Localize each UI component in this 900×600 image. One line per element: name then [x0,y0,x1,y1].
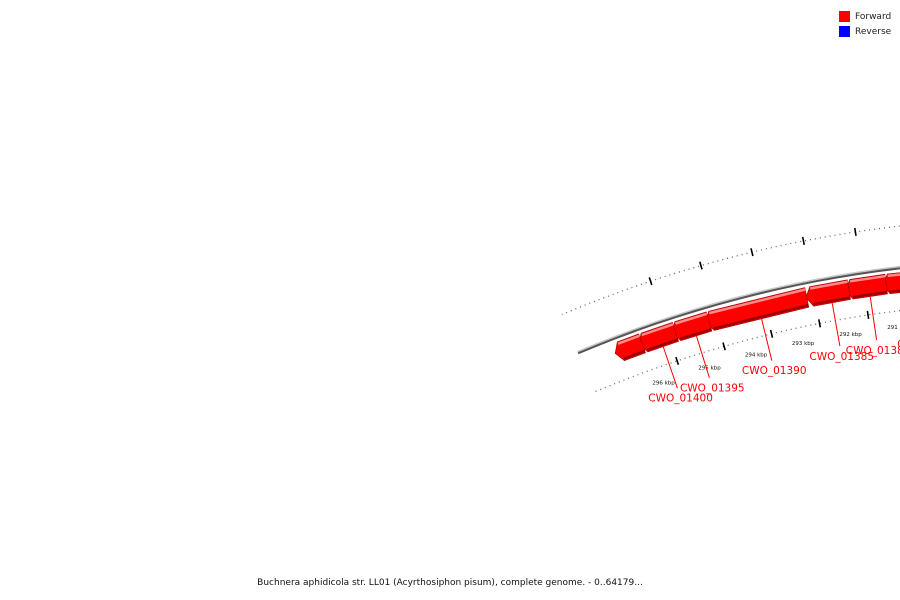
outer-dotted-ring [594,309,900,393]
tick-294: 294 kbp [745,248,774,358]
gene-label: CWO_01375 [897,339,900,351]
gene-unnamed[interactable] [614,333,646,361]
backbone-shadow [577,265,900,353]
legend-item-reverse: Reverse [839,24,891,39]
forward-swatch [839,11,850,22]
legend: Forward Reverse [839,9,891,39]
tick-mark-inner [801,236,805,245]
tick-mark-inner [699,261,703,270]
tick-label: 294 kbp [745,352,768,358]
gene-highlight [641,323,674,337]
tick-label: 292 kbp [839,332,862,338]
backbone-line [577,267,900,355]
tick-mark-inner [648,277,653,286]
gene-shade [852,290,888,299]
tick-296: 296 kbp [648,277,680,387]
gene-labels: CWO_01315CWO_01325smpBCWO_01335CWO_01340… [648,296,900,405]
gene-shade [713,303,809,330]
tick-label: 295 kbp [698,365,721,371]
tick-mark-outer [866,310,870,320]
gene-shade [679,328,712,340]
genome-backbone [561,225,900,393]
gene-leader-line [831,302,841,347]
forward-legend-label: Forward [855,11,892,22]
tick-label: 293 kbp [792,341,815,347]
tick-mark-outer [675,356,680,365]
gene-highlight [809,280,848,290]
tick-mark-outer [818,319,822,328]
gene-shade [813,296,851,306]
reverse-legend-label: Reverse [855,26,892,37]
tick-mark-outer [769,329,774,338]
genome-caption: Buchnera aphidicola str. LL01 (Acyrthosi… [257,578,643,588]
gene-label: CWO_01380 [846,345,900,357]
reverse-swatch [839,26,850,37]
tick-293: 293 kbp [792,236,822,347]
tick-mark-inner [750,248,754,257]
tick-295: 295 kbp [698,261,726,371]
gene-shade [623,349,646,360]
gene-highlight [675,312,708,325]
tick-291: 291 kbp [887,325,900,331]
gene-leader-line [662,346,678,389]
gene-features [614,272,900,361]
gene-highlight [849,274,886,283]
gene-leader-line [695,335,710,378]
legend-item-forward: Forward [839,9,891,24]
gene-leader-line [869,296,878,341]
gene-highlight [887,273,900,278]
gene-CWO_01380[interactable] [845,273,888,300]
tick-label: 296 kbp [652,381,675,387]
gene-label: CWO_01395 [680,382,745,394]
tick-292: 292 kbp [839,227,870,338]
scale-ticks: 280 kbp281 kbp282 kbp283 kbp284 kbp285 k… [648,227,900,387]
gene-leader-line [760,317,773,361]
gene-highlight [617,334,640,345]
tick-label: 291 kbp [887,325,900,331]
gene-highlight [709,288,806,315]
gene-CWO_01385[interactable] [805,279,851,307]
gene-label: CWO_01385 [809,351,874,363]
gene-shade [646,338,679,352]
gene-label: CWO_01390 [742,365,807,377]
tick-mark-outer [722,342,726,351]
tick-mark-inner [854,227,857,237]
gene-label: CWO_01400 [648,393,713,405]
